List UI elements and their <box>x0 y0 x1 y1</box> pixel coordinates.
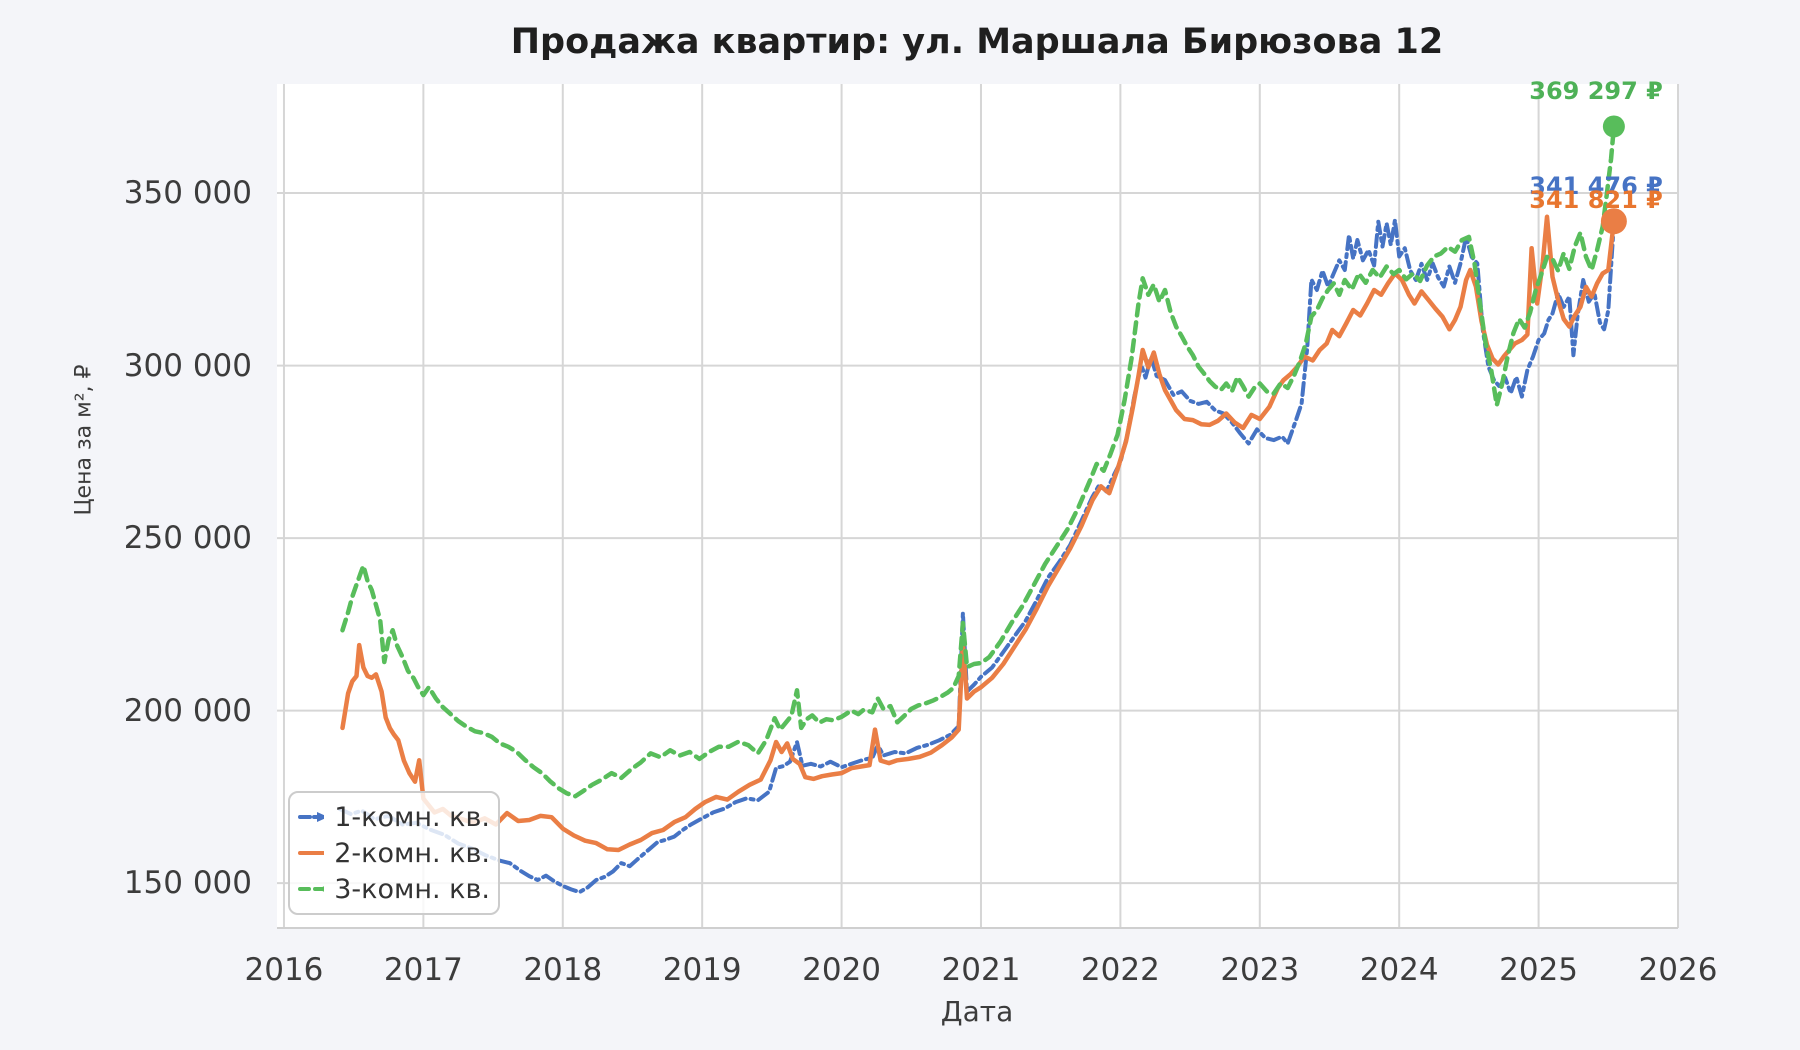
legend-label: 1-комн. кв. <box>334 801 490 833</box>
legend-item-2: 2-комн. кв. <box>298 836 490 870</box>
y-tick-label: 250 000 <box>123 520 252 557</box>
x-tick-label: 2021 <box>941 952 1021 988</box>
x-tick-label: 2020 <box>802 952 882 988</box>
series-end-dot-3 <box>1602 115 1625 138</box>
y-tick-label: 300 000 <box>123 347 252 384</box>
y-tick-label: 200 000 <box>123 692 252 729</box>
series-line-2 <box>340 214 1617 853</box>
x-tick-label: 2017 <box>383 952 463 988</box>
x-tick-label: 2025 <box>1499 952 1579 988</box>
price-annotation-2: 341 476 ₽ <box>1529 172 1663 201</box>
left-arrow-small-icon <box>320 851 325 855</box>
legend-line-sample <box>298 886 325 892</box>
right-arrow-icon <box>317 812 325 822</box>
x-axis-title: Дата <box>940 995 1014 1028</box>
x-tick-label: 2016 <box>244 952 324 988</box>
chart-title: Продажа квартир: ул. Маршала Бирюзова 12 <box>510 22 1444 62</box>
legend-label: 2-комн. кв. <box>334 837 490 869</box>
legend-label: 3-комн. кв. <box>334 873 490 905</box>
legend: 1-комн. кв. 2-комн. кв. 3-комн. кв. <box>288 791 500 915</box>
x-tick-label: 2026 <box>1638 952 1718 988</box>
x-tick-label: 2023 <box>1220 952 1300 988</box>
x-tick-label: 2019 <box>662 952 742 988</box>
y-tick-label: 150 000 <box>123 865 252 902</box>
price-annotation-3: 341 821 ₽ <box>1529 186 1663 215</box>
x-tick-label: 2022 <box>1080 952 1160 988</box>
legend-item-1: 1-комн. кв. <box>298 800 490 834</box>
legend-line-sample <box>298 812 325 822</box>
y-axis-title: Цена за м², ₽ <box>71 364 97 516</box>
plot-background <box>277 84 1678 928</box>
legend-line-sample <box>298 851 325 855</box>
y-tick-label: 350 000 <box>123 175 252 212</box>
legend-item-3: 3-комн. кв. <box>298 872 490 906</box>
x-tick-label: 2024 <box>1359 952 1439 988</box>
price-annotation-1: 369 297 ₽ <box>1529 77 1663 106</box>
series-line-3 <box>340 124 1617 799</box>
left-arrow-icon <box>318 886 325 892</box>
x-tick-label: 2018 <box>523 952 603 988</box>
series-end-dot-2 <box>1600 208 1627 235</box>
